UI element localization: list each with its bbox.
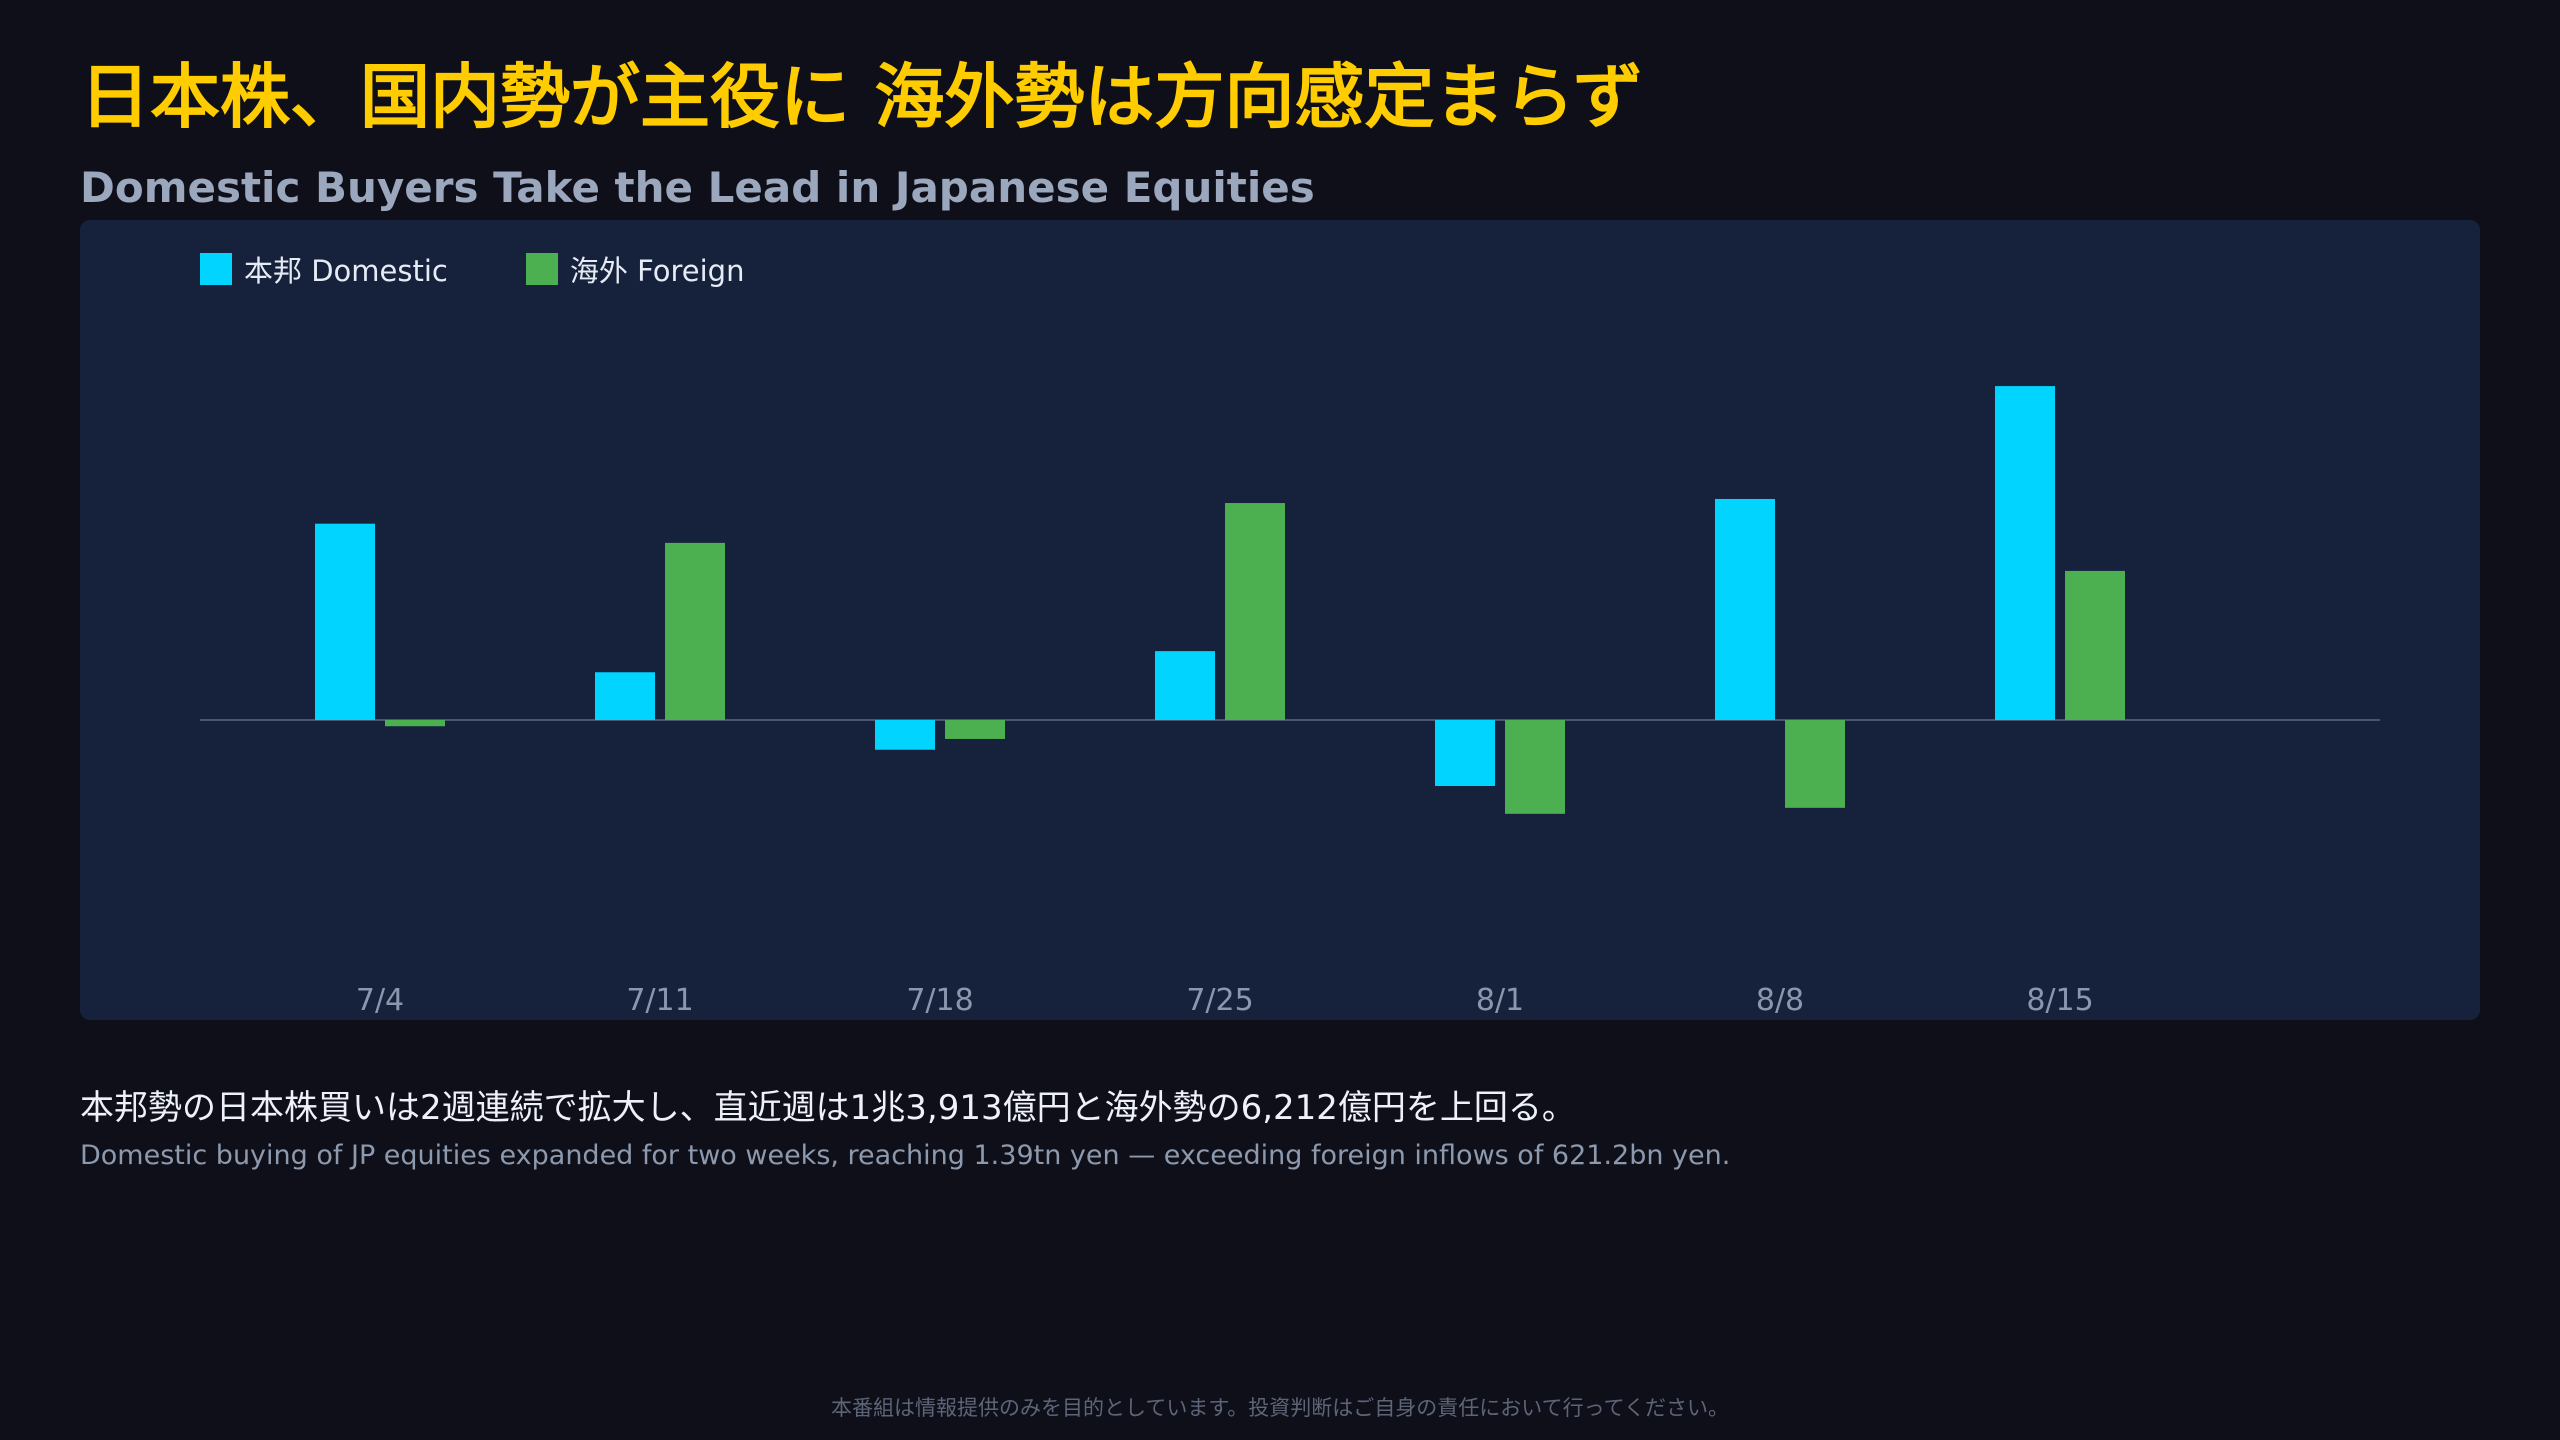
- bar-foreign-8-1: [1505, 720, 1565, 814]
- x-tick-label: 8/8: [1756, 983, 1804, 1018]
- legend-item-foreign: 海外 Foreign: [525, 248, 745, 290]
- x-tick-label: 8/1: [1476, 983, 1524, 1018]
- legend-swatch-foreign: [525, 253, 558, 285]
- bar-domestic-7-18: [875, 720, 935, 750]
- disclaimer: 本番組は情報提供のみを目的としています。投資判断はご自身の責任において行ってくだ…: [831, 1396, 1729, 1420]
- bar-foreign-7-18: [945, 720, 1005, 739]
- chart-legend: 本邦 Domestic 海外 Foreign: [200, 248, 822, 290]
- bar-domestic-7-11: [595, 672, 655, 720]
- bar-foreign-7-11: [665, 542, 725, 720]
- summary-english: Domestic buying of JP equities expanded …: [80, 1140, 1731, 1171]
- bar-domestic-8-1: [1435, 720, 1495, 786]
- bar-foreign-7-25: [1225, 503, 1285, 720]
- x-tick-label: 7/25: [1186, 983, 1253, 1018]
- page-title: 日本株、国内勢が主役に 海外勢は方向感定まらず: [80, 56, 1643, 138]
- x-tick-label: 8/15: [2026, 983, 2093, 1018]
- bar-foreign-7-4: [385, 720, 445, 727]
- summary-japanese: 本邦勢の日本株買いは2週連続で拡大し、直近週は1兆3,913億円と海外勢の6,2…: [80, 1088, 1576, 1128]
- legend-swatch-domestic: [200, 253, 232, 285]
- bar-chart: 7/4 7/11 7/18 7/25 8/1 8/8 8/15: [200, 386, 2380, 1018]
- page-subtitle: Domestic Buyers Take the Lead in Japanes…: [80, 163, 1315, 212]
- bar-domestic-8-15: [1995, 386, 2055, 720]
- legend-label-domestic: 本邦 Domestic: [244, 254, 448, 288]
- x-tick-label: 7/11: [626, 983, 693, 1018]
- x-tick-label: 7/18: [906, 983, 973, 1018]
- legend-label-foreign: 海外 Foreign: [569, 254, 745, 288]
- bar-foreign-8-15: [2065, 570, 2125, 720]
- bar-domestic-7-4: [315, 523, 375, 720]
- chart-panel: 本邦 Domestic 海外 Foreign 7/4 7/11 7/18 7/25 8/…: [80, 220, 2480, 1020]
- bar-domestic-7-25: [1155, 651, 1215, 720]
- x-tick-label: 7/4: [356, 983, 404, 1018]
- legend-item-domestic: 本邦 Domestic: [200, 248, 448, 290]
- bar-foreign-8-8: [1785, 720, 1845, 808]
- bar-domestic-8-8: [1715, 498, 1775, 720]
